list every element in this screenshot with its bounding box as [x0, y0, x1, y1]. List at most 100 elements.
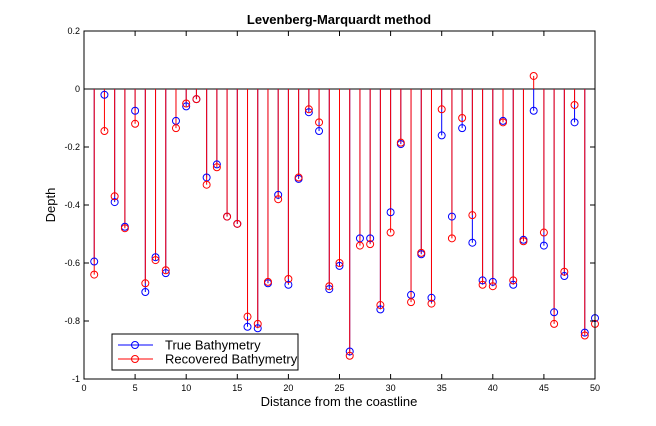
marker-true-45 — [539, 241, 548, 250]
marker-true-25 — [335, 261, 344, 270]
marker-true-5 — [131, 106, 140, 115]
marker-true-13 — [212, 160, 221, 169]
y-tick-label: 0 — [75, 84, 80, 94]
marker-true-2 — [100, 90, 109, 99]
markers-layer — [90, 71, 599, 360]
x-tick-label: 20 — [283, 383, 293, 393]
marker-recovered-42 — [509, 276, 518, 285]
marker-true-22 — [304, 108, 313, 117]
marker-recovered-20 — [284, 274, 293, 283]
marker-recovered-11 — [192, 95, 201, 104]
marker-true-8 — [161, 269, 170, 278]
x-tick-label: 30 — [386, 383, 396, 393]
y-axis-label: Depth — [43, 188, 58, 223]
marker-true-26 — [345, 347, 354, 356]
marker-recovered-14 — [223, 212, 232, 221]
marker-recovered-19 — [274, 195, 283, 204]
marker-recovered-34 — [427, 299, 436, 308]
marker-recovered-7 — [151, 256, 160, 265]
marker-recovered-48 — [570, 100, 579, 109]
marker-true-20 — [284, 280, 293, 289]
marker-recovered-9 — [171, 124, 180, 133]
marker-recovered-2 — [100, 127, 109, 136]
legend: True Bathymetry Recovered Bathymetry — [111, 333, 299, 371]
marker-recovered-18 — [263, 277, 272, 286]
marker-recovered-38 — [468, 211, 477, 220]
marker-true-28 — [366, 234, 375, 243]
marker-true-34 — [427, 293, 436, 302]
marker-recovered-16 — [243, 312, 252, 321]
marker-true-47 — [560, 272, 569, 281]
legend-recovered-marker — [131, 355, 139, 363]
marker-recovered-3 — [110, 192, 119, 201]
marker-recovered-4 — [120, 224, 129, 233]
marker-recovered-21 — [294, 173, 303, 182]
marker-recovered-6 — [141, 279, 150, 288]
marker-true-19 — [274, 190, 283, 199]
chart-title: Levenberg-Marquardt method — [247, 12, 431, 27]
legend-recovered-label: Recovered Bathymetry — [165, 352, 298, 367]
marker-recovered-41 — [499, 118, 508, 127]
marker-true-40 — [488, 277, 497, 286]
y-tick-label: 0.2 — [67, 26, 80, 36]
x-tick-label: 35 — [437, 383, 447, 393]
marker-true-7 — [151, 253, 160, 262]
marker-true-24 — [325, 285, 334, 294]
x-tick-label: 25 — [334, 383, 344, 393]
x-axis-ticks: 0 5 10 15 20 25 30 35 40 45 50 — [81, 31, 600, 393]
marker-recovered-17 — [253, 319, 262, 328]
marker-recovered-12 — [202, 180, 211, 189]
x-tick-label: 10 — [181, 383, 191, 393]
marker-recovered-36 — [447, 234, 456, 243]
marker-true-36 — [447, 212, 456, 221]
y-tick-label: -0.2 — [64, 142, 80, 152]
y-tick-label: -1 — [72, 374, 80, 384]
marker-recovered-32 — [407, 298, 416, 307]
marker-recovered-5 — [131, 119, 140, 128]
marker-recovered-35 — [437, 105, 446, 114]
x-axis-label: Distance from the coastline — [261, 394, 418, 409]
marker-true-29 — [376, 305, 385, 314]
marker-true-10 — [182, 102, 191, 111]
marker-recovered-1 — [90, 270, 99, 279]
y-tick-label: -0.4 — [64, 200, 80, 210]
marker-recovered-45 — [539, 228, 548, 237]
marker-recovered-29 — [376, 301, 385, 310]
marker-recovered-28 — [366, 240, 375, 249]
marker-true-38 — [468, 238, 477, 247]
marker-true-17 — [253, 324, 262, 333]
marker-true-23 — [315, 127, 324, 136]
marker-recovered-33 — [417, 248, 426, 257]
marker-recovered-22 — [304, 105, 313, 114]
marker-recovered-27 — [355, 241, 364, 250]
marker-recovered-44 — [529, 71, 538, 80]
marker-recovered-49 — [580, 331, 589, 340]
marker-recovered-25 — [335, 259, 344, 267]
marker-recovered-8 — [161, 266, 170, 275]
x-tick-label: 0 — [81, 383, 86, 393]
marker-recovered-43 — [519, 237, 528, 246]
marker-recovered-40 — [488, 282, 497, 291]
marker-recovered-47 — [560, 267, 569, 276]
x-tick-label: 45 — [539, 383, 549, 393]
legend-box — [111, 333, 299, 371]
y-tick-label: -0.8 — [64, 316, 80, 326]
marker-recovered-15 — [233, 219, 242, 228]
marker-true-44 — [529, 106, 538, 115]
marker-true-6 — [141, 288, 150, 296]
marker-recovered-30 — [386, 228, 395, 237]
marker-recovered-13 — [212, 163, 221, 172]
y-axis-ticks: 0.2 0 -0.2 -0.4 -0.6 -0.8 -1 — [64, 26, 595, 384]
x-tick-label: 40 — [488, 383, 498, 393]
marker-recovered-23 — [315, 118, 324, 127]
legend-true-marker — [131, 341, 139, 349]
legend-true-label: True Bathymetry — [165, 338, 261, 353]
x-tick-label: 50 — [590, 383, 600, 393]
marker-true-49 — [580, 328, 589, 337]
marker-recovered-10 — [182, 99, 191, 108]
marker-true-42 — [509, 280, 518, 289]
marker-true-16 — [243, 322, 252, 331]
marker-recovered-39 — [478, 280, 487, 289]
marker-recovered-31 — [396, 138, 405, 147]
